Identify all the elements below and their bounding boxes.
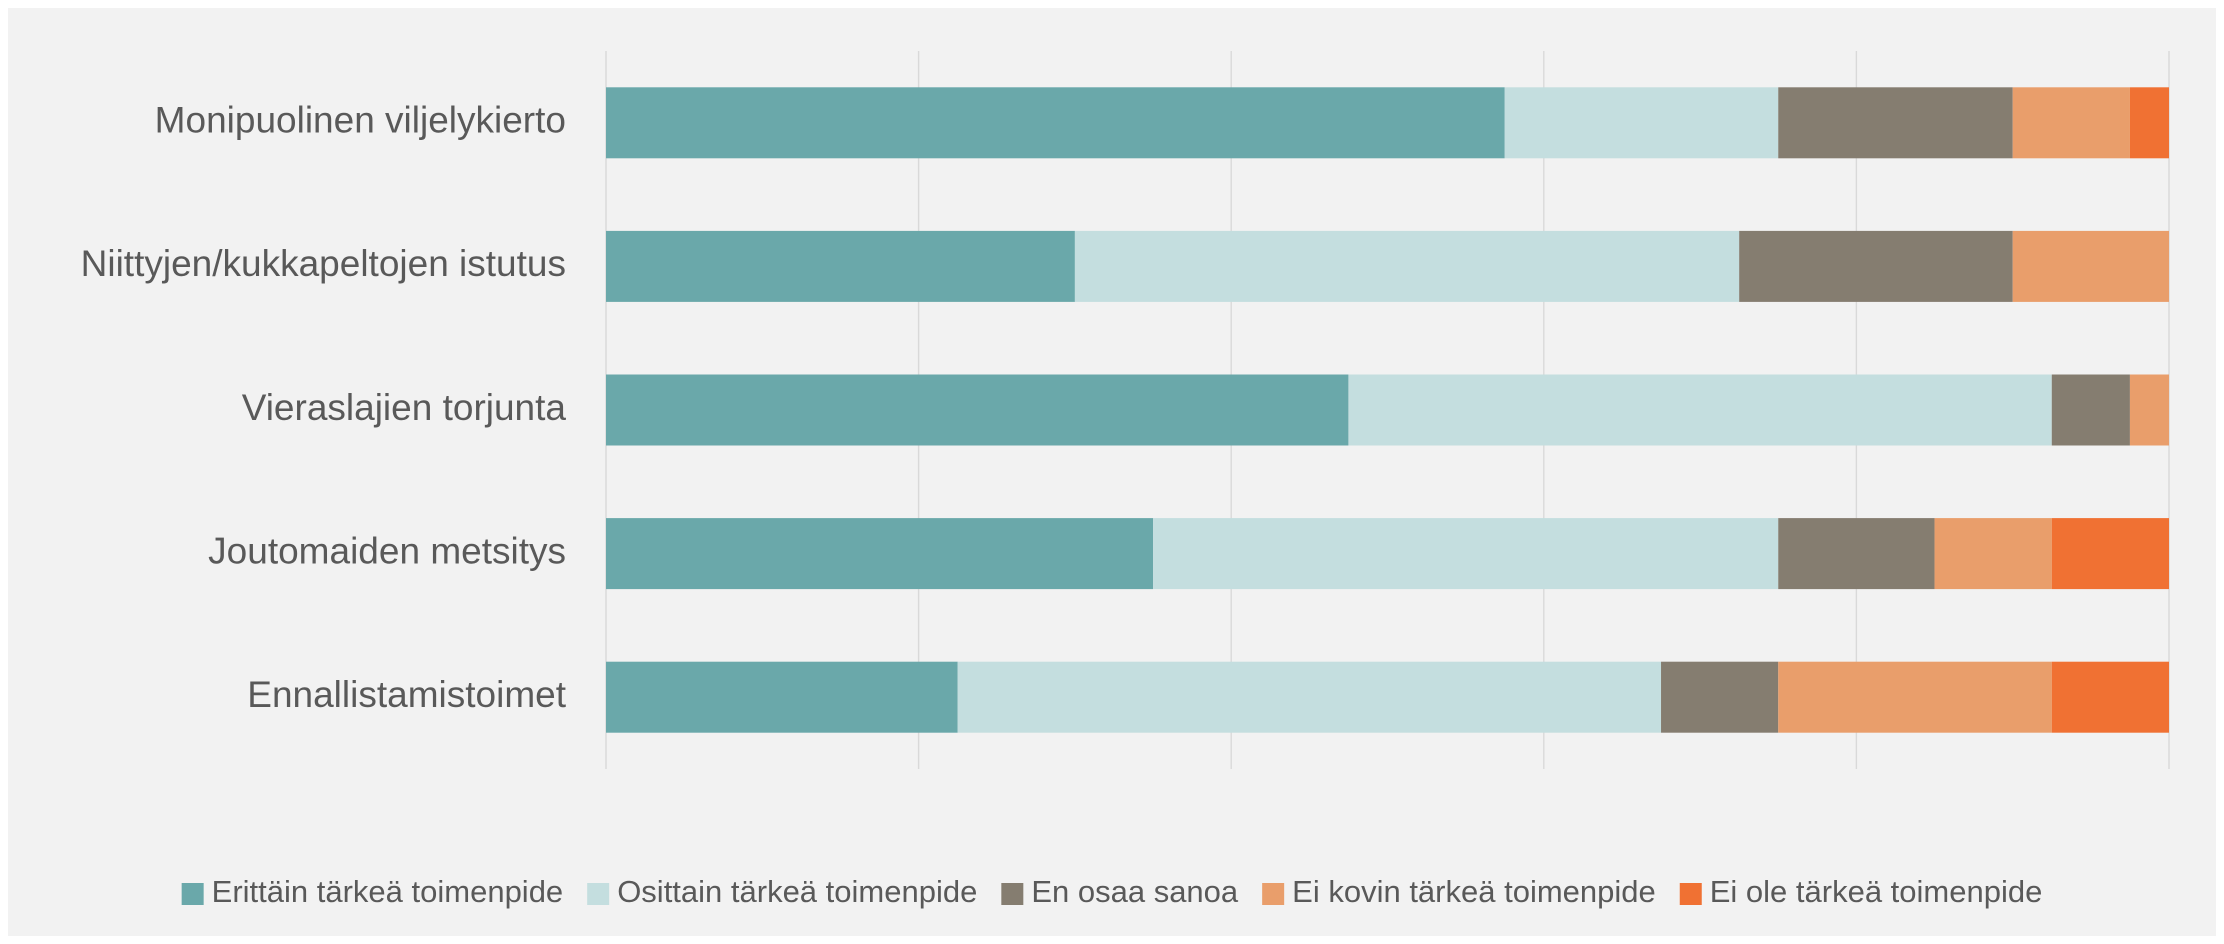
bar-segment: [1504, 87, 1779, 159]
bar-segment: [1778, 87, 2013, 159]
bar-segment: [1074, 230, 1740, 302]
bar-segment: [1348, 374, 2052, 446]
legend-swatch: [1262, 883, 1285, 905]
bar-segment: [957, 661, 1662, 733]
bar-segment: [2012, 230, 2169, 302]
bar-segment: [606, 87, 1505, 159]
bar-segment: [1778, 661, 2052, 733]
bar-segment: [1661, 661, 1779, 733]
legend-label: Osittain tärkeä toimenpide: [617, 874, 977, 909]
bar-segment: [2051, 374, 2130, 446]
bar-segment: [606, 374, 1349, 446]
bar-segment: [1778, 518, 1935, 590]
bar-segment: [1934, 518, 2052, 590]
legend-label: Ei kovin tärkeä toimenpide: [1292, 874, 1656, 909]
bar-segment: [1739, 230, 2013, 302]
category-label: Monipuolinen viljelykierto: [155, 100, 566, 141]
bar-segment: [606, 518, 1154, 590]
bar-segment: [2129, 374, 2169, 446]
legend-swatch: [587, 883, 610, 905]
legend-swatch: [1679, 883, 1702, 905]
bar-segment: [606, 230, 1075, 302]
bar-segment: [606, 661, 958, 733]
bar-segment: [2051, 661, 2169, 733]
category-label: Ennallistamistoimet: [247, 674, 566, 715]
legend-swatch: [1001, 883, 1024, 905]
category-label: Joutomaiden metsitys: [208, 530, 566, 571]
category-label: Vieraslajien torjunta: [242, 387, 567, 428]
bar-segment: [2051, 518, 2169, 590]
bar-segment: [1153, 518, 1779, 590]
category-label: Niittyjen/kukkapeltojen istutus: [81, 243, 566, 284]
chart-background: [8, 8, 2216, 936]
legend-label: Ei ole tärkeä toimenpide: [1710, 874, 2043, 909]
bar-segment: [2012, 87, 2130, 159]
legend-label: En osaa sanoa: [1031, 874, 1239, 909]
bar-segment: [2129, 87, 2169, 159]
legend-swatch: [181, 883, 204, 905]
legend-label: Erittäin tärkeä toimenpide: [212, 874, 564, 909]
